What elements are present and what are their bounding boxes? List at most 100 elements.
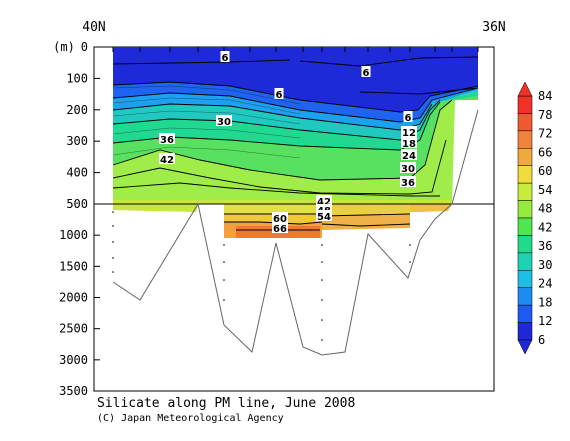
colorbar-segment: [517, 130, 533, 149]
contour-label: 30: [217, 117, 231, 128]
band-12: [113, 82, 478, 122]
contour-label-bg: [220, 51, 230, 62]
colorbar-segment: [517, 165, 533, 184]
colorbar-tick-label: 36: [538, 239, 552, 253]
colorbar-tick-label: 42: [538, 220, 552, 234]
contour-label-bg: [403, 111, 413, 122]
station-ticks: [112, 47, 479, 52]
colorbar-segment: [517, 235, 533, 254]
y-tick-label: 500: [66, 197, 88, 211]
contour-label: 66: [273, 224, 287, 235]
colorbar-segment: [517, 182, 533, 201]
band-30: [113, 92, 478, 150]
y-tick-label: 0: [81, 40, 88, 54]
y-tick-label: 3500: [59, 384, 88, 398]
band-6: [113, 47, 478, 112]
contour-labels: 666612182430363036424248546066: [159, 51, 417, 235]
lower-right-band-54: [322, 204, 410, 216]
contour-label: 60: [273, 214, 287, 225]
contour-label: 54: [317, 212, 331, 223]
colorbar-segment: [517, 217, 533, 236]
contour-label: 36: [401, 178, 415, 189]
contour-label: 30: [401, 164, 415, 175]
x-tick-label-40n: 40N: [82, 20, 105, 35]
band-24: [113, 90, 478, 140]
y-unit-label: (m): [53, 40, 75, 54]
y-tick-label: 2500: [59, 322, 88, 336]
contour-label: 36: [160, 135, 174, 146]
y-tick-label: 1000: [59, 228, 88, 242]
colorbar-tick-label: 48: [538, 202, 552, 216]
contour-label-bg: [316, 195, 332, 206]
band-42: [113, 96, 478, 200]
colorbar-tick-label: 30: [538, 258, 552, 272]
contour-label: 24: [402, 151, 416, 162]
y-tick-label: 300: [66, 134, 88, 148]
band-18: [113, 88, 478, 130]
colorbar-tick-label: 6: [538, 333, 545, 347]
bottom-topography: [112, 109, 479, 356]
colorbar-segment: [517, 148, 533, 166]
y-axis: 0 100 200 300 400 500 1000 1500 2000 2500 3000 3500: [59, 40, 100, 398]
contour-label: 6: [222, 53, 229, 64]
contour-label: 42: [160, 155, 174, 166]
lower-center-band-48: [224, 204, 322, 214]
contour-label-bg: [401, 137, 417, 148]
contour-label-bg: [401, 149, 417, 160]
band-36: [113, 96, 478, 180]
colorbar-segment: [517, 252, 533, 271]
chart-title: Silicate along PM line, June 2008: [97, 396, 355, 411]
station-dots: [112, 211, 411, 341]
contour-label-bg: [272, 222, 288, 233]
contour-label: 6: [405, 113, 412, 124]
colorbar-bottom-arrow: [517, 339, 533, 355]
colorbar-segment: [517, 304, 533, 323]
upper-nodata: [452, 100, 478, 204]
lower-far-right-band: [410, 204, 452, 212]
contour-label-bg: [274, 88, 284, 99]
colorbar-segment: [517, 322, 533, 341]
colorbar-top-arrow: [517, 81, 533, 97]
contour-label: 18: [402, 139, 416, 150]
colorbar-tick-label: 60: [538, 164, 552, 178]
colorbar-segment: [517, 113, 533, 132]
colorbar-tick-label: 24: [538, 277, 552, 291]
contour-label-bg: [216, 115, 232, 126]
contour-label-bg: [400, 162, 416, 173]
contour-label-bg: [316, 210, 332, 221]
y-tick-label: 2000: [59, 291, 88, 305]
colorbar-segment: [517, 270, 533, 288]
colorbar-segment: [517, 287, 533, 306]
contour-label: 42: [317, 197, 331, 208]
colorbar-segment: [517, 200, 533, 219]
colorbar-tick-label: 54: [538, 183, 552, 197]
y-tick-label: 100: [66, 71, 88, 85]
y-tick-label: 3000: [59, 353, 88, 367]
x-tick-label-36n: 36N: [482, 20, 505, 35]
contour-label-bg: [361, 66, 371, 77]
contour-label-bg: [159, 133, 175, 144]
colorbar-tick-label: 12: [538, 314, 552, 328]
contour-label-bg: [159, 153, 175, 164]
colorbar-tick-label: 18: [538, 295, 552, 309]
contour-label: 6: [363, 68, 370, 79]
upper-section-fill: [112, 47, 479, 204]
colorbar-segment: [517, 95, 533, 114]
y-tick-label: 200: [66, 103, 88, 117]
y-tick-label: 400: [66, 166, 88, 180]
colorbar-tick-label: 66: [538, 145, 552, 159]
chart-subtitle: (C) Japan Meteorological Agency: [97, 413, 284, 424]
contour-label-bg: [400, 176, 416, 187]
lower-left-band: [113, 204, 198, 212]
colorbar-tick-label: 72: [538, 127, 552, 141]
colorbar-tick-label: 84: [538, 89, 552, 103]
contour-label: 6: [276, 90, 283, 101]
colorbar-tick-label: 78: [538, 108, 552, 122]
contour-label-bg: [401, 126, 417, 137]
y-tick-label: 1500: [59, 259, 88, 273]
contour-label: 12: [402, 128, 416, 139]
contour-label-bg: [316, 204, 332, 215]
contour-label-bg: [272, 212, 288, 223]
colorbar: 6 12 18 24 30 36 42 48 54 60 66 72 78 84: [517, 81, 552, 355]
